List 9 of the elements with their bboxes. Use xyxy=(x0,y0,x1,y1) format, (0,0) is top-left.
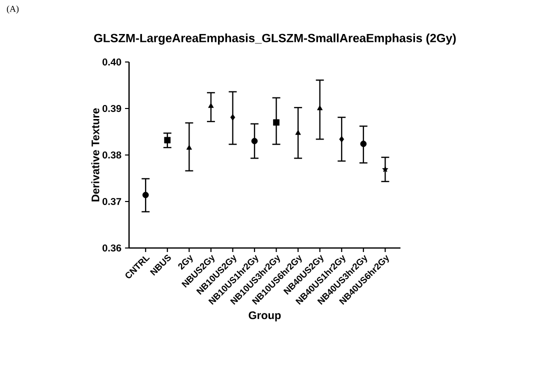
y-tick-label: 0.40 xyxy=(102,58,122,66)
x-axis-title: Group xyxy=(248,311,281,322)
chart-title: GLSZM-LargeAreaEmphasis_GLSZM-SmallAreaEmphasis (2Gy) xyxy=(94,34,456,45)
y-tick-label: 0.39 xyxy=(102,104,122,112)
text: (A) xyxy=(6,6,19,14)
y-tick-label: 0.36 xyxy=(102,244,122,252)
y-tick-label: 0.37 xyxy=(102,198,122,206)
y-axis-title: Derivative Texture xyxy=(91,108,100,202)
y-tick-label: 0.38 xyxy=(102,151,122,159)
